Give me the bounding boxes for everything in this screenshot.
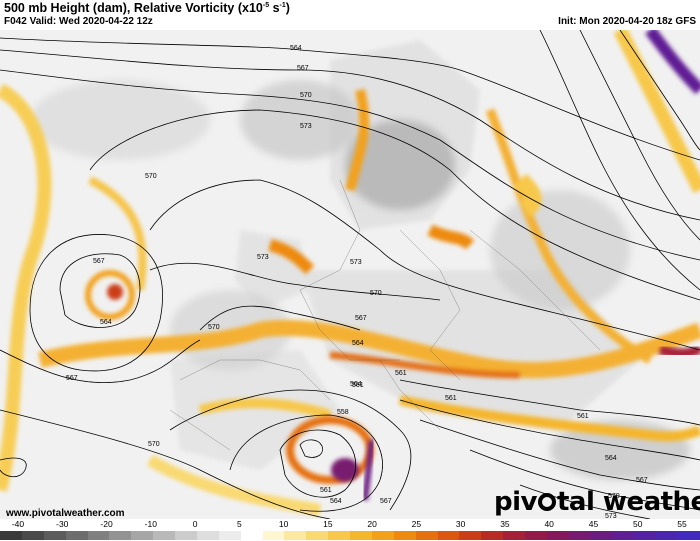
contour-label: 570 [608,493,620,500]
colorbar-swatch [459,531,482,540]
colorbar-swatch [21,531,44,540]
source-url: www.pivotalweather.com [6,508,125,519]
contour-label: 558 [337,409,349,416]
contour-label: 567 [636,477,648,484]
colorbar-tick-label: 0 [192,519,198,529]
colorbar-swatch [393,531,416,540]
colorbar-swatch [656,531,679,540]
contour-label: 573 [605,513,617,519]
colorbar-swatch [437,531,460,540]
colorbar-legend: -40 -30 -20 -10 0 5 10 15 20 25 30 35 40 45 50 55 [0,519,700,541]
colorbar-swatch [196,531,219,540]
colorbar-swatch [306,531,329,540]
contour-label: 561 [445,395,457,402]
map-title: 500 mb Height (dam), Relative Vorticity … [4,1,290,15]
contour-label: 561 [395,370,407,377]
colorbar-tick-label: 20 [367,519,377,529]
colorbar-ticks: -40 -30 -20 -10 0 5 10 15 20 25 30 35 40 45 50 55 [0,519,700,530]
contour-label: 567 [66,375,78,382]
colorbar-swatch [634,531,657,540]
map-header: 500 mb Height (dam), Relative Vorticity … [0,0,700,30]
colorbar-swatch [218,531,241,540]
colorbar-tick-label: 30 [455,519,466,529]
colorbar-tick-label: 55 [677,519,687,529]
contour-label: 564 [352,340,364,347]
vortex-features [85,30,700,501]
colorbar-swatch [568,531,591,540]
height-contours [0,30,700,519]
colorbar-swatch [481,531,504,540]
colorbar-swatch [371,531,394,540]
colorbar-tick-label: -30 [56,519,69,529]
contour-label: 567 [297,65,309,72]
colorbar-swatch [415,531,438,540]
country-borders [169,179,601,451]
map-canvas: 564 567 570 573 570 567 564 573 570 573 … [0,30,700,519]
colorbar-tick-label: 15 [323,519,333,529]
colorbar-swatch [590,531,613,540]
positive-vorticity [0,30,700,516]
contour-label: 561 [577,413,589,420]
colorbar-tick-label: 40 [544,519,554,529]
contour-label: 573 [300,123,312,130]
land-areas [170,40,640,470]
colorbar-swatch [350,531,372,540]
contour-label: 570 [208,324,220,331]
colorbar-swatch [284,531,307,540]
contour-label: 561 [352,382,364,389]
colorbar-swatch [612,531,635,540]
colorbar-swatch [678,531,700,540]
colorbar-swatch [65,531,88,540]
colorbar-tick-label: -40 [11,519,25,529]
valid-time: F042 Valid: Wed 2020-04-22 12z [4,16,153,27]
contour-label: 570 [300,92,312,99]
colorbar-swatch [0,531,22,540]
colorbar-swatch [546,531,569,540]
colorbar-swatch [153,531,175,540]
colorbar-swatch [240,531,263,540]
contour-label: 570 [148,441,160,448]
colorbar-swatch [87,531,110,540]
contour-label: 564 [290,45,302,52]
colorbar-swatch [175,531,197,540]
contour-label: 561 [320,487,332,494]
colorbar-tick-label: -10 [144,519,157,529]
colorbar-tick-label: 10 [278,519,289,529]
contour-labels: 564 567 570 573 570 567 564 573 570 573 … [66,45,648,519]
colorbar-swatch [131,531,154,540]
contour-label: 567 [380,498,392,505]
colorbar-swatch [43,531,66,540]
init-time: Init: Mon 2020-04-20 18z GFS [558,16,696,27]
contour-label: 570 [370,290,382,297]
contour-label: 567 [355,315,367,322]
colorbar-tick-label: 50 [632,519,643,529]
colorbar-swatch [328,531,350,540]
colorbar-strip [0,531,700,540]
colorbar-swatch [525,531,547,540]
colorbar-swatch [262,531,285,540]
contour-label: 564 [330,498,342,505]
gear-logo-icon [537,493,556,511]
colorbar-tick-label: 25 [411,519,422,529]
colorbar-swatch [503,531,525,540]
contour-label: 564 [350,381,362,388]
contour-label: 564 [100,319,112,326]
colorbar-tick-label: 5 [236,519,242,529]
contour-label: 573 [257,254,269,261]
colorbar-tick-label: 35 [500,519,510,529]
contour-label: 567 [93,258,105,265]
contour-label: 570 [145,173,157,180]
weather-map[interactable]: 564 567 570 573 570 567 564 573 570 573 … [0,30,700,519]
colorbar-swatch [109,531,132,540]
contour-label: 573 [350,259,362,266]
colorbar-tick-label: 45 [588,519,599,529]
colorbar-tick-label: -20 [100,519,113,529]
contour-label: 564 [605,455,617,462]
